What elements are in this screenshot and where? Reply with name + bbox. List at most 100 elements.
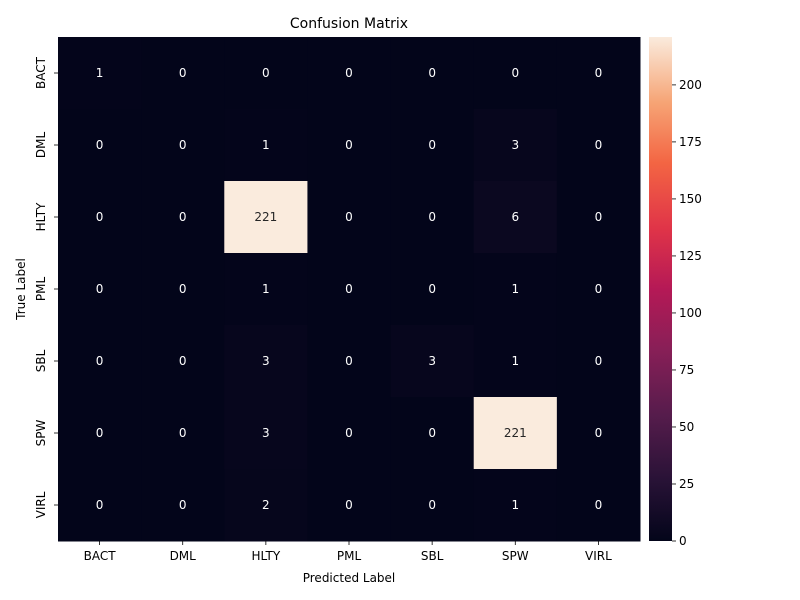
- x-axis-label: Predicted Label: [303, 571, 396, 585]
- colorbar-tick-label: 200: [679, 78, 702, 92]
- heatmap-cell: [390, 325, 475, 398]
- x-tick-label: HLTY: [251, 549, 280, 563]
- cell-value-label: 0: [96, 282, 104, 296]
- heatmap-cell: [307, 181, 392, 254]
- y-tick-label: PML: [34, 277, 48, 302]
- cell-value-label: 221: [504, 426, 527, 440]
- cell-value-label: 0: [179, 282, 187, 296]
- x-tick-label: SPW: [502, 549, 529, 563]
- heatmap-cell: [390, 397, 475, 470]
- heatmap-cell: [307, 469, 392, 542]
- y-tick-label: DML: [34, 132, 48, 159]
- heatmap-cell: [473, 181, 558, 254]
- heatmap-cell: [473, 325, 558, 398]
- heatmap-cell: [224, 37, 308, 110]
- heatmap-cell: [307, 397, 392, 470]
- colorbar-tick-label: 175: [679, 135, 702, 149]
- heatmap-cell: [224, 397, 308, 470]
- cell-value-label: 0: [179, 210, 187, 224]
- cell-value-label: 0: [96, 354, 104, 368]
- heatmap-cell: [141, 253, 225, 326]
- y-axis: BACT DML HLTY PML SBL SPW VIRL: [34, 56, 58, 518]
- heatmap-cell: [473, 397, 558, 470]
- heatmap-cell: [473, 469, 558, 542]
- cell-value-label: 0: [345, 66, 353, 80]
- colorbar-tick-label: 100: [679, 306, 702, 320]
- heatmap-cell: [141, 109, 225, 182]
- heatmap-cell: [556, 397, 641, 470]
- heatmap-cell: [224, 325, 308, 398]
- cell-value-label: 221: [254, 210, 277, 224]
- cell-value-label: 0: [179, 66, 187, 80]
- cell-value-label: 0: [595, 210, 603, 224]
- heatmap-cell: [390, 253, 475, 326]
- cell-value-label: 0: [345, 498, 353, 512]
- heatmap-cell: [556, 37, 641, 110]
- heatmap-cell: [390, 109, 475, 182]
- cell-value-label: 0: [595, 498, 603, 512]
- cell-value-label: 1: [511, 498, 519, 512]
- heatmap-cell: [307, 253, 392, 326]
- cell-value-label: 0: [428, 498, 436, 512]
- cell-value-label: 0: [96, 498, 104, 512]
- heatmap-cell: [307, 109, 392, 182]
- cell-value-label: 0: [595, 282, 603, 296]
- y-tick-label: VIRL: [34, 491, 48, 518]
- cell-value-label: 3: [262, 426, 270, 440]
- heatmap-cell: [141, 325, 225, 398]
- heatmap-cell: [224, 253, 308, 326]
- cell-value-label: 0: [428, 282, 436, 296]
- heatmap-cell: [390, 37, 475, 110]
- cell-value-label: 0: [428, 66, 436, 80]
- heatmap-cell: [58, 37, 142, 110]
- heatmap-cell: [556, 109, 641, 182]
- cell-value-label: 3: [428, 354, 436, 368]
- heatmap-cell: [224, 469, 308, 542]
- cell-value-label: 0: [345, 426, 353, 440]
- cell-value-label: 0: [179, 138, 187, 152]
- y-tick-label: SPW: [34, 420, 48, 447]
- colorbar-tick-label: 75: [679, 363, 694, 377]
- cell-value-label: 0: [345, 210, 353, 224]
- heatmap-cell: [58, 253, 142, 326]
- cell-value-label: 1: [511, 282, 519, 296]
- colorbar-tick-label: 25: [679, 477, 694, 491]
- cell-value-label: 0: [345, 138, 353, 152]
- x-tick-label: DML: [170, 549, 197, 563]
- heatmap-cell: [307, 325, 392, 398]
- heatmap-cell: [58, 109, 142, 182]
- heatmap-cell: [141, 181, 225, 254]
- x-tick-label: BACT: [84, 549, 117, 563]
- heatmap-cell: [141, 469, 225, 542]
- x-tick-label: VIRL: [585, 549, 612, 563]
- heatmap-cell: [556, 325, 641, 398]
- cell-value-labels: 1 0 0 0 0 0 0 0 0 1 0 0 3 0 0 0 221 0 0 6 0 0 0 1 0 0 1 0 0 0 3 0 3 1 0 0 0 3…: [96, 66, 602, 512]
- cell-value-label: 1: [96, 66, 104, 80]
- cell-value-label: 0: [96, 138, 104, 152]
- colorbar: 0 25 50 75 100 125 150 175 200: [649, 37, 702, 548]
- heatmap-cell: [473, 109, 558, 182]
- colorbar-tick-label: 0: [679, 534, 687, 548]
- cell-value-label: 0: [511, 66, 519, 80]
- heatmap-cell: [58, 181, 142, 254]
- cell-value-label: 3: [262, 354, 270, 368]
- cell-value-label: 0: [595, 426, 603, 440]
- heatmap-cell: [473, 37, 558, 110]
- chart-title: Confusion Matrix: [290, 16, 408, 32]
- cell-value-label: 0: [595, 138, 603, 152]
- heatmap-cell: [307, 37, 392, 110]
- cell-value-label: 3: [511, 138, 519, 152]
- heatmap-cell: [58, 325, 142, 398]
- cell-value-label: 0: [179, 354, 187, 368]
- heatmap-cell: [556, 469, 641, 542]
- cell-value-label: 0: [179, 498, 187, 512]
- cell-value-label: 0: [428, 138, 436, 152]
- cell-value-label: 6: [511, 210, 519, 224]
- heatmap-cell: [556, 253, 641, 326]
- x-axis: BACT DML HLTY PML SBL SPW VIRL: [84, 541, 612, 563]
- heatmap-cell: [390, 469, 475, 542]
- heatmap-cell: [141, 397, 225, 470]
- cell-value-label: 0: [428, 426, 436, 440]
- cell-value-label: 0: [179, 426, 187, 440]
